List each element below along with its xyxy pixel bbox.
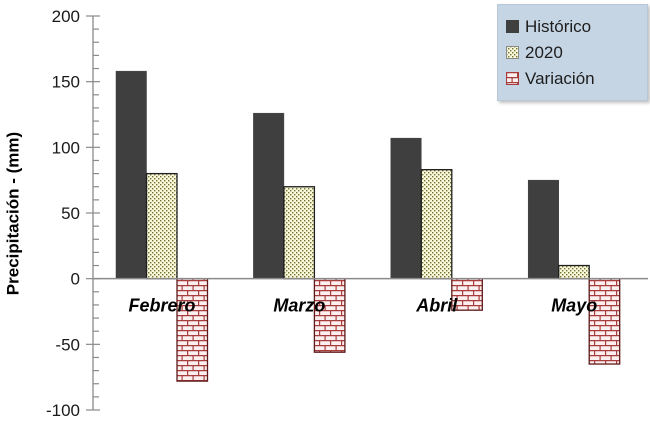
bar-Histórico-Abril	[390, 137, 422, 279]
variacion-swatch-icon	[506, 72, 519, 85]
bar-2020-Mayo	[558, 264, 590, 280]
bar-Variación-Mayo	[588, 278, 621, 365]
legend-label-2020: 2020	[525, 43, 563, 62]
y-tick-label: 0	[71, 270, 80, 289]
bar-Variación-Marzo	[313, 278, 346, 353]
historico-swatch-icon	[506, 20, 519, 33]
bar-Histórico-Febrero	[115, 70, 147, 279]
legend: Histórico 2020 Variación	[497, 4, 648, 101]
bar-Histórico-Mayo	[527, 179, 559, 279]
category-label-Abril: Abril	[415, 296, 458, 316]
y-tick-label: 50	[61, 204, 80, 223]
category-label-Febrero: Febrero	[128, 296, 195, 316]
legend-item-2020: 2020	[506, 44, 647, 61]
category-label-Marzo: Marzo	[273, 296, 325, 316]
legend-item-historico: Histórico	[506, 18, 647, 35]
legend-label-variacion: Variación	[525, 69, 595, 88]
category-label-Mayo: Mayo	[551, 296, 597, 316]
y-tick-label: 200	[52, 7, 80, 26]
y-axis-title: Precipitación - (mm)	[3, 131, 23, 296]
y-tick-label: -100	[46, 401, 80, 420]
2020-swatch-icon	[506, 46, 519, 59]
bar-2020-Abril	[420, 169, 453, 280]
bar-2020-Marzo	[283, 186, 316, 280]
bar-Variación-Febrero	[176, 278, 209, 382]
y-tick-label: -50	[55, 335, 80, 354]
legend-label-historico: Histórico	[525, 17, 592, 36]
bar-Histórico-Marzo	[253, 112, 285, 279]
y-tick-label: 100	[52, 138, 80, 157]
bar-2020-Febrero	[145, 172, 178, 280]
legend-item-variacion: Variación	[506, 70, 647, 87]
y-tick-label: 150	[52, 73, 80, 92]
